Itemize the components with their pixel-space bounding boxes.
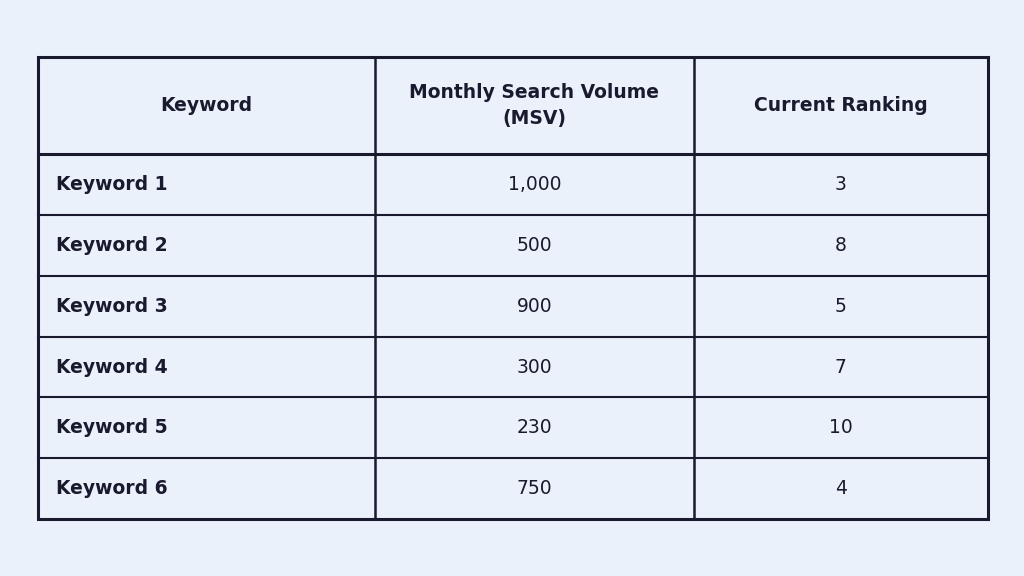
Text: 10: 10 — [828, 418, 853, 437]
Text: 7: 7 — [835, 358, 847, 377]
Text: 230: 230 — [516, 418, 552, 437]
Text: 3: 3 — [835, 175, 847, 194]
Text: 500: 500 — [516, 236, 552, 255]
Text: Keyword 3: Keyword 3 — [56, 297, 168, 316]
Text: Keyword 2: Keyword 2 — [56, 236, 168, 255]
Text: Monthly Search Volume
(MSV): Monthly Search Volume (MSV) — [410, 83, 659, 128]
Text: 5: 5 — [835, 297, 847, 316]
Text: Keyword 5: Keyword 5 — [56, 418, 168, 437]
Text: 8: 8 — [835, 236, 847, 255]
Text: Keyword 4: Keyword 4 — [56, 358, 168, 377]
Text: Current Ranking: Current Ranking — [754, 96, 928, 115]
Text: Keyword: Keyword — [161, 96, 253, 115]
Text: Keyword 6: Keyword 6 — [56, 479, 168, 498]
Text: Keyword 1: Keyword 1 — [56, 175, 168, 194]
Text: 750: 750 — [516, 479, 552, 498]
Text: 900: 900 — [516, 297, 552, 316]
Text: 4: 4 — [835, 479, 847, 498]
Text: 1,000: 1,000 — [508, 175, 561, 194]
Bar — [38, 57, 988, 519]
Text: 300: 300 — [516, 358, 552, 377]
